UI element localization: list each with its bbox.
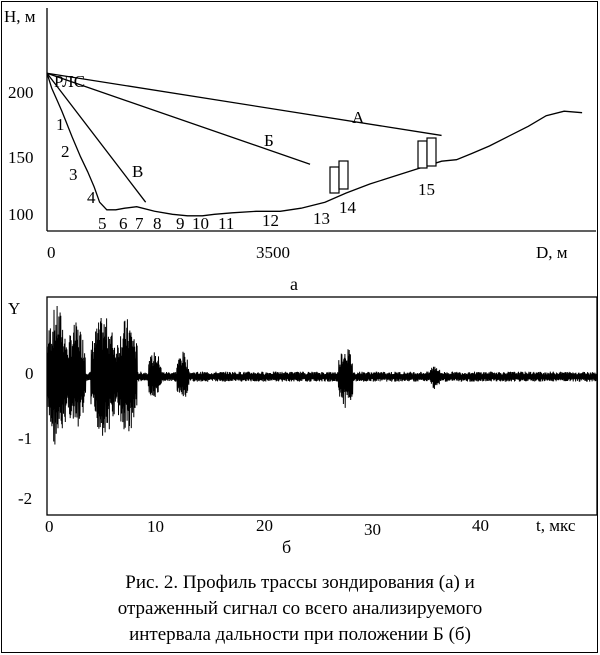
ray-a-line bbox=[46, 72, 442, 137]
profile-y-tick-100: 100 bbox=[8, 205, 34, 224]
point-label: 12 bbox=[262, 211, 279, 230]
panel-a-label: а bbox=[290, 274, 298, 294]
caption-line-3: интервала дальности при положении Б (б) bbox=[129, 624, 471, 645]
point-label: 14 bbox=[339, 198, 357, 217]
ray-v-line bbox=[46, 72, 147, 203]
reflector-a-marker-left bbox=[417, 140, 428, 169]
reflector-b-marker-left bbox=[329, 166, 340, 194]
signal-x-tick-40: 40 bbox=[472, 516, 489, 535]
terrain-profile-line bbox=[46, 73, 583, 217]
signal-x-tick-30: 30 bbox=[364, 520, 381, 539]
signal-x-tick-20: 20 bbox=[256, 516, 273, 535]
profile-y-tick-150: 150 bbox=[8, 148, 34, 167]
point-label: 11 bbox=[218, 214, 234, 233]
point-label: 13 bbox=[313, 209, 330, 228]
point-label: 6 bbox=[119, 214, 128, 233]
point-label: 2 bbox=[61, 142, 70, 161]
point-label: 4 bbox=[87, 188, 96, 207]
profile-x-axis-label: D, м bbox=[536, 243, 568, 262]
profile-x-tick-0: 0 bbox=[47, 243, 56, 262]
signal-x-axis-label: t, мкс bbox=[536, 516, 576, 535]
signal-x-tick-10: 10 bbox=[147, 517, 164, 536]
point-label: 9 bbox=[176, 214, 185, 233]
point-label: 8 bbox=[153, 214, 162, 233]
signal-panel: Y 0 -1 -2 0 10 20 30 40 t, мкс б bbox=[8, 296, 598, 557]
ray-a-label: А bbox=[352, 108, 365, 127]
point-label: 10 bbox=[192, 214, 209, 233]
ray-b-label: Б bbox=[264, 131, 274, 150]
caption-line-1: Рис. 2. Профиль трассы зондирования (а) … bbox=[125, 572, 475, 593]
point-label: 5 bbox=[98, 214, 107, 233]
point-label: 1 bbox=[56, 115, 65, 134]
ray-b-line bbox=[46, 72, 311, 165]
point-label: 3 bbox=[69, 165, 78, 184]
profile-panel: Н, м D, м РЛС 200 150 100 0 3500 А Б В 1… bbox=[4, 7, 596, 294]
signal-y-tick-minus1: -1 bbox=[18, 429, 32, 448]
panel-b-label: б bbox=[282, 537, 291, 557]
signal-y-axis-label: Y bbox=[8, 299, 20, 318]
reflected-signal-line bbox=[46, 305, 598, 445]
caption-line-2: отраженный сигнал со всего анализируемог… bbox=[117, 598, 483, 619]
point-label: 15 bbox=[418, 180, 435, 199]
profile-y-axis-label: Н, м bbox=[4, 7, 36, 26]
signal-y-tick-minus2: -2 bbox=[18, 489, 32, 508]
reflector-b-marker-right bbox=[338, 160, 349, 190]
point-label: 7 bbox=[135, 214, 144, 233]
profile-x-tick-3500: 3500 bbox=[256, 243, 290, 262]
reflector-a-marker-right bbox=[426, 137, 437, 167]
profile-y-tick-200: 200 bbox=[8, 83, 34, 102]
ray-v-label: В bbox=[132, 162, 143, 181]
signal-x-tick-0: 0 bbox=[45, 517, 54, 536]
signal-y-tick-0: 0 bbox=[25, 364, 34, 383]
